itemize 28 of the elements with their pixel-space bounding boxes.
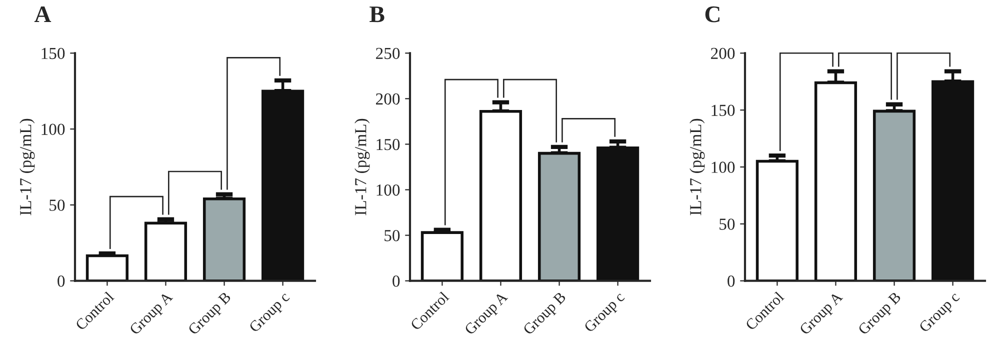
bar bbox=[756, 160, 798, 281]
y-tick-label: 0 bbox=[728, 276, 735, 287]
y-tick-label: 0 bbox=[392, 276, 400, 287]
chart-title: C bbox=[705, 6, 720, 22]
y-tick-label: 150 bbox=[42, 48, 65, 60]
y-tick-label: 150 bbox=[712, 104, 735, 116]
y-tick-label: 200 bbox=[376, 93, 400, 105]
y-tick-label: 50 bbox=[384, 230, 400, 242]
y-tick-label: 100 bbox=[376, 184, 400, 196]
bar bbox=[872, 110, 916, 281]
bar bbox=[538, 152, 581, 281]
y-tick-label: 0 bbox=[58, 276, 65, 287]
chart-title: A bbox=[34, 6, 52, 22]
chart-title: B bbox=[370, 6, 384, 22]
y-axis-title: IL-17 (pg/mL) bbox=[20, 118, 35, 216]
y-tick-label: 200 bbox=[711, 48, 735, 60]
y-tick-label: 100 bbox=[42, 124, 65, 135]
y-tick-label: 150 bbox=[376, 138, 400, 150]
y-tick-label: 50 bbox=[720, 218, 735, 230]
bar bbox=[86, 254, 128, 281]
y-tick-label: 50 bbox=[50, 200, 65, 211]
bar bbox=[596, 146, 640, 281]
y-axis-title: IL-17 (pg/mL) bbox=[690, 118, 705, 216]
bar bbox=[144, 222, 188, 281]
y-tick-label: 250 bbox=[376, 48, 400, 60]
bar bbox=[420, 231, 464, 281]
y-tick-label: 100 bbox=[712, 162, 735, 173]
y-axis-title: IL-17 (pg/mL) bbox=[354, 118, 370, 216]
